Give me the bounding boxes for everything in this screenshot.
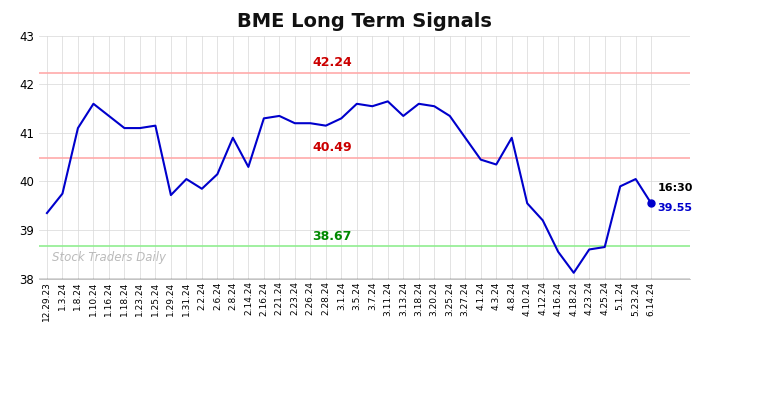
Text: Stock Traders Daily: Stock Traders Daily [52,251,165,264]
Title: BME Long Term Signals: BME Long Term Signals [237,12,492,31]
Text: 39.55: 39.55 [657,203,692,213]
Text: 38.67: 38.67 [312,230,352,243]
Text: 40.49: 40.49 [312,141,352,154]
Text: 16:30: 16:30 [657,183,693,193]
Text: 42.24: 42.24 [312,57,352,69]
